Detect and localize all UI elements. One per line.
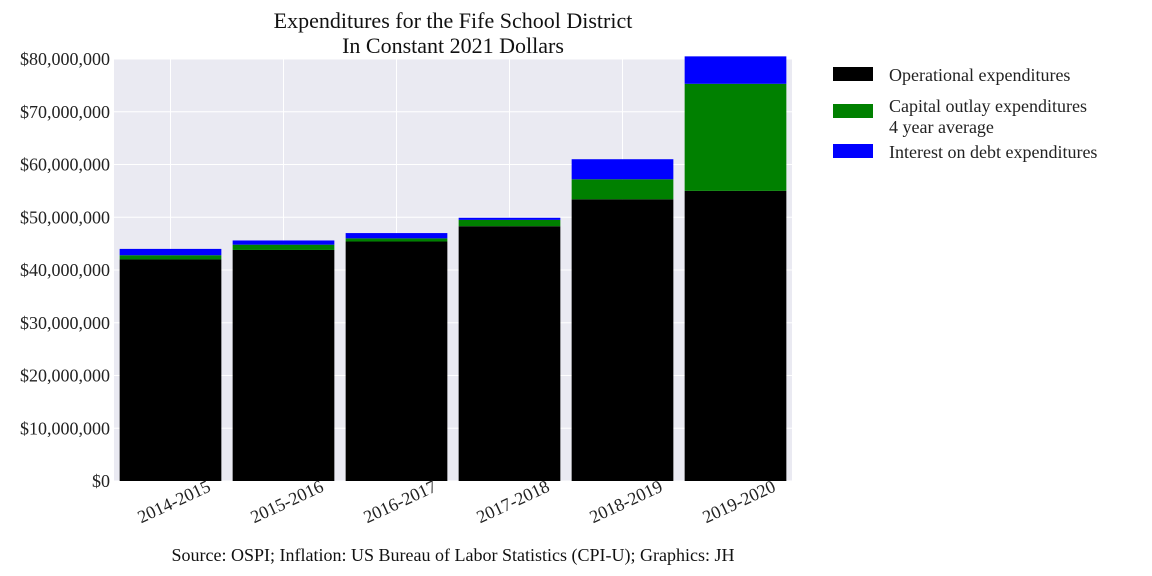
x-tick-label: 2017-2018	[473, 476, 552, 527]
legend-swatch-2	[833, 144, 873, 158]
y-axis: $0 $10,000,000 $20,000,000 $30,000,000 $40,0…	[20, 49, 110, 491]
y-tick-label: $60,000,000	[20, 155, 110, 175]
bar-2015-2016-series-2	[232, 240, 335, 245]
y-tick-label: $30,000,000	[20, 313, 110, 333]
chart-title-line-1: Expenditures for the Fife School Distric…	[274, 8, 633, 33]
x-axis: 2014-2015 2015-2016 2016-2017 2017-2018 2018…	[134, 476, 778, 527]
x-tick-label: 2015-2016	[247, 476, 326, 527]
chart-title-line-2: In Constant 2021 Dollars	[342, 33, 564, 58]
bar-2018-2019-series-2	[571, 159, 674, 180]
bar-2014-2015-series-0	[119, 259, 222, 481]
y-tick-label: $20,000,000	[20, 366, 110, 386]
x-tick-label: 2016-2017	[360, 476, 439, 527]
y-tick-label: $10,000,000	[20, 418, 110, 438]
legend-swatch-1	[833, 104, 873, 118]
bar-2016-2017-series-2	[345, 233, 448, 239]
source-note: Source: OSPI; Inflation: US Bureau of La…	[172, 545, 735, 566]
bar-2014-2015-series-2	[119, 248, 222, 256]
bars	[119, 56, 787, 481]
bar-2015-2016-series-0	[232, 249, 335, 481]
bar-2019-2020-series-1	[684, 83, 787, 191]
bar-2017-2018-series-0	[458, 226, 561, 481]
legend: Operational expenditures Capital outlay e…	[833, 65, 1097, 162]
bar-2018-2019-series-1	[571, 179, 674, 200]
y-tick-label: $80,000,000	[20, 49, 110, 69]
bar-2019-2020-series-2	[684, 56, 787, 84]
y-tick-label: $50,000,000	[20, 207, 110, 227]
bar-2016-2017-series-1	[345, 238, 448, 242]
bar-2017-2018-series-1	[458, 219, 561, 227]
bar-2015-2016-series-1	[232, 244, 335, 250]
bar-2016-2017-series-0	[345, 241, 448, 481]
bar-2018-2019-series-0	[571, 199, 674, 481]
bar-2017-2018-series-2	[458, 217, 561, 220]
legend-label-2: Interest on debt expenditures	[889, 142, 1097, 162]
y-tick-label: $40,000,000	[20, 260, 110, 280]
bar-2019-2020-series-0	[684, 190, 787, 481]
bar-2014-2015-series-1	[119, 255, 222, 260]
x-tick-label: 2019-2020	[699, 476, 778, 527]
legend-label-0: Operational expenditures	[889, 65, 1070, 85]
x-tick-label: 2014-2015	[134, 476, 213, 527]
y-tick-label: $70,000,000	[20, 102, 110, 122]
x-tick-label: 2018-2019	[586, 476, 665, 527]
y-tick-label: $0	[92, 471, 110, 491]
legend-label-1: Capital outlay expenditures 4 year averag…	[889, 96, 1087, 137]
legend-swatch-0	[833, 67, 873, 81]
